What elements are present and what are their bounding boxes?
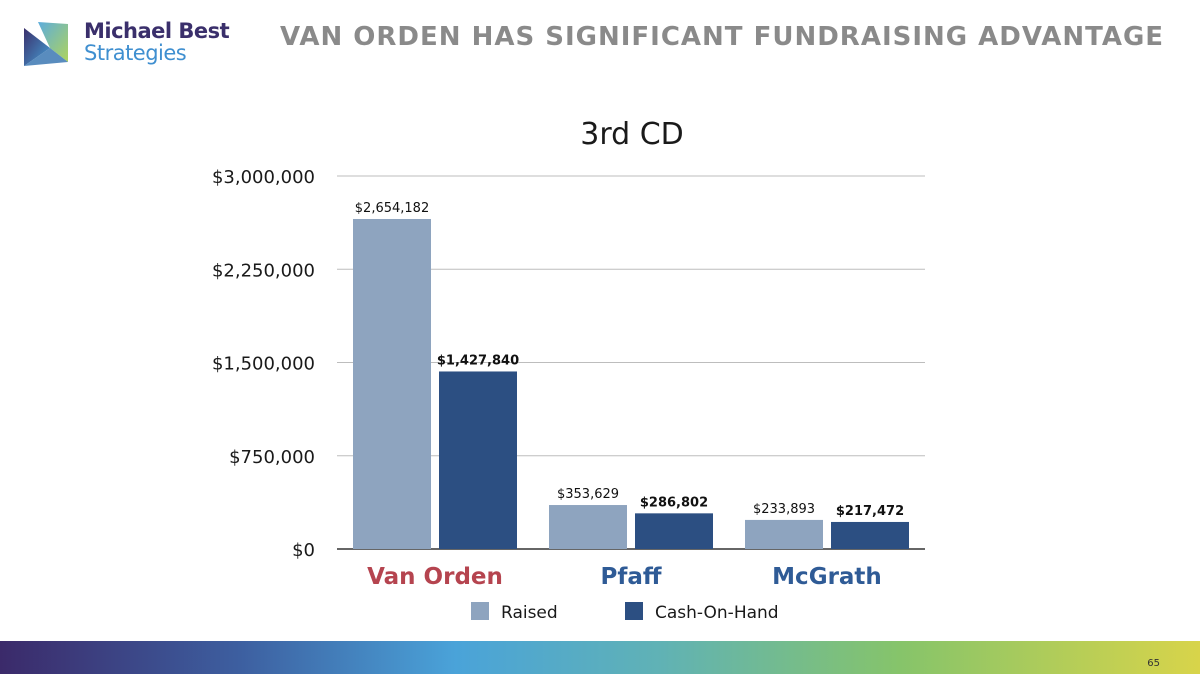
bar-cash-on-hand-mcgrath [831,521,909,549]
bar-cash-on-hand-pfaff [635,513,713,549]
y-tick-label: $1,500,000 [212,354,315,375]
data-label: $217,472 [836,504,904,519]
bar-cash-on-hand-van-orden [439,371,517,549]
legend-label: Cash-On-Hand [655,603,779,623]
y-tick-label: $2,250,000 [212,260,315,281]
data-label: $1,427,840 [437,353,519,368]
legend-label: Raised [501,603,558,623]
bar-chart: 3rd CD $0 $750,000 $1,500,000 $2,250,000 $3,… [212,117,925,623]
logo-mark-icon [24,22,68,66]
bar-raised-pfaff [549,505,627,549]
y-tick-label: $750,000 [229,447,315,468]
logo-text-line2: Strategies [84,41,187,65]
chart-title: 3rd CD [580,117,684,152]
y-tick-label: $3,000,000 [212,167,315,188]
logo: Michael Best Strategies [14,18,244,70]
logo-text-line1: Michael Best [84,19,230,43]
slide-headline: VAN ORDEN HAS SIGNIFICANT FUNDRAISING AD… [280,22,1165,52]
bar-raised-mcgrath [745,519,823,549]
footer-gradient-bar [0,641,1200,674]
x-category-label: Pfaff [600,564,661,590]
data-label: $233,893 [753,502,815,517]
x-category-label: Van Orden [367,564,503,590]
x-category-label: McGrath [772,564,882,590]
data-label: $286,802 [640,495,708,510]
legend-swatch [471,602,489,620]
data-label: $2,654,182 [355,201,429,216]
page-number: 65 [1147,658,1160,669]
y-tick-label: $0 [292,540,315,561]
legend-swatch [625,602,643,620]
bar-raised-van-orden [353,218,431,549]
data-label: $353,629 [557,487,619,502]
